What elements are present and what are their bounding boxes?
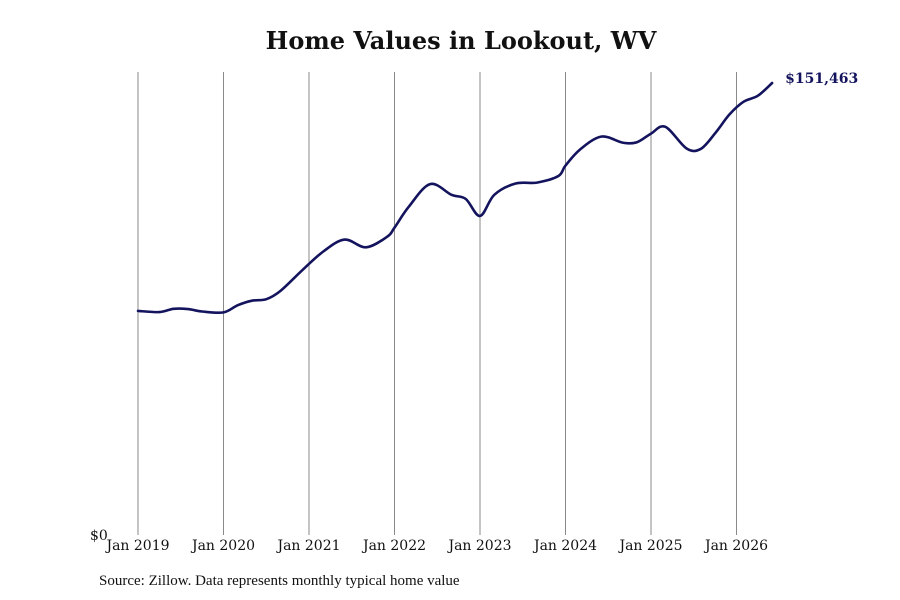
y-axis-zero-label: $0 xyxy=(90,528,108,544)
series-line-home-value xyxy=(136,81,774,315)
x-tick-labels: Jan 2019 Jan 2020 Jan 2021 Jan 2022 Jan 2023… xyxy=(104,538,768,554)
end-value-label: $151,463 xyxy=(785,71,858,87)
x-tick-label: Jan 2020 xyxy=(190,538,255,554)
x-tick-label: Jan 2019 xyxy=(104,538,169,554)
x-tick-label: Jan 2025 xyxy=(617,538,682,554)
x-tick-label: Jan 2022 xyxy=(361,538,426,554)
x-tick-label: Jan 2026 xyxy=(703,538,768,554)
source-note: Source: Zillow. Data represents monthly … xyxy=(99,573,460,589)
gridlines xyxy=(137,72,737,535)
x-tick-label: Jan 2024 xyxy=(532,538,597,554)
x-tick-label: Jan 2021 xyxy=(275,538,340,554)
x-tick-label: Jan 2023 xyxy=(446,538,511,554)
chart-title: Home Values in Lookout, WV xyxy=(265,26,657,55)
